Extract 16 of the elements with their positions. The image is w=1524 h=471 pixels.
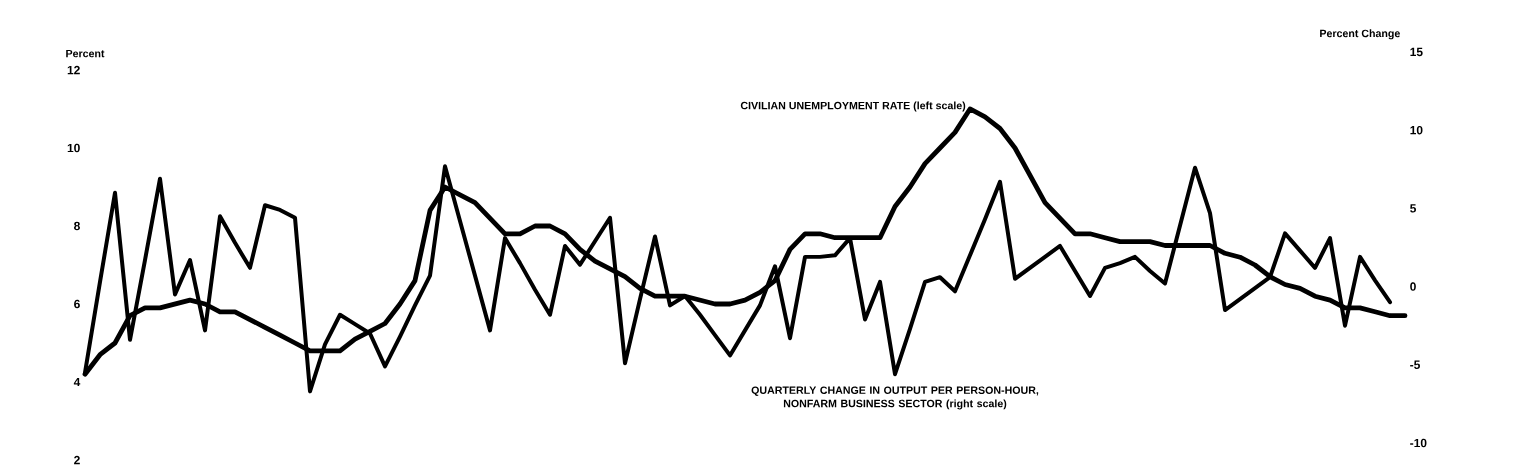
y2-tick-label: 0	[1410, 282, 1416, 291]
text: QUARTERLY CHANGE IN OUTPUT PER PERSON-HOUR, NONFARM BUSINESS SECTOR (right scale)	[751, 386, 1039, 410]
y2-tick-label: 15	[1410, 47, 1423, 57]
y2-tick-label: -5	[1410, 360, 1420, 369]
y2-tick-label: -10	[1410, 438, 1427, 448]
y2-axis-title: Percent Change	[1320, 29, 1400, 40]
y-tick-label: 6	[74, 299, 80, 309]
y-tick-label: 12	[67, 65, 80, 75]
y2-tick-label: 5	[1410, 204, 1417, 213]
y-tick-label: 10	[67, 143, 80, 153]
y-tick-label: 8	[74, 221, 80, 231]
y-tick-label: 4	[73, 377, 81, 387]
y-tick-label: 2	[74, 455, 80, 465]
series-label: CIVILIAN UNEMPLOYMENT RATE (left scale)	[740, 101, 966, 112]
y2-tick-label: 10	[1410, 125, 1423, 135]
y-axis-title: Percent	[66, 49, 105, 58]
